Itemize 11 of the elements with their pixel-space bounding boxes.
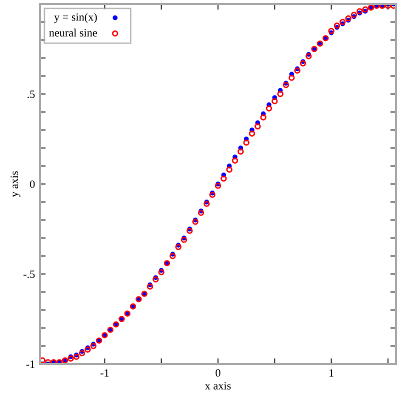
y-tick-label: 0 (30, 180, 35, 188)
y-tick-label: .5 (28, 90, 35, 98)
y-tick-label: -1 (26, 360, 34, 368)
x-tick-label: 1 (330, 369, 334, 377)
legend-label: neural sine (49, 28, 97, 37)
y-tick-label: -.5 (24, 270, 35, 278)
x-tick-label: -1 (100, 369, 109, 377)
legend-label: y = sin(x) (54, 12, 97, 24)
y-axis-title: y axis (10, 171, 20, 197)
x-axis-title: x axis (204, 382, 231, 390)
x-tick-label: 0 (216, 369, 220, 377)
